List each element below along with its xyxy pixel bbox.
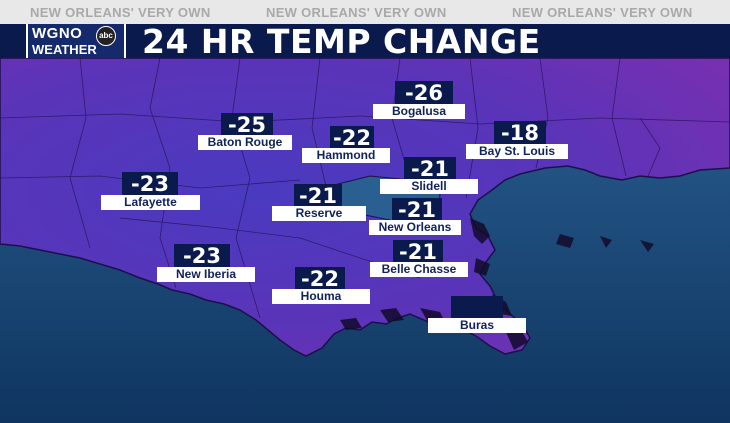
temp-change-value: -23 bbox=[122, 172, 178, 196]
city-label: Buras bbox=[428, 318, 526, 333]
banner-text-right: NEW ORLEANS' VERY OWN bbox=[512, 5, 693, 20]
logo-weather: WEATHER bbox=[32, 42, 97, 57]
city-label: Slidell bbox=[380, 179, 478, 194]
city-label: Hammond bbox=[302, 148, 390, 163]
temp-change-value: -21 bbox=[404, 157, 456, 181]
abc-logo-icon: abc bbox=[96, 26, 116, 46]
temp-change-value: -23 bbox=[174, 244, 230, 268]
city-label: Lafayette bbox=[101, 195, 200, 210]
temp-change-value: -26 bbox=[395, 81, 453, 105]
temp-change-value: -22 bbox=[295, 267, 345, 291]
city-label: Bogalusa bbox=[373, 104, 465, 119]
banner-text-center: NEW ORLEANS' VERY OWN bbox=[266, 5, 447, 20]
logo-callsign: WGNO bbox=[32, 25, 83, 42]
temp-change-value: -21 bbox=[393, 240, 443, 264]
city-label: Reserve bbox=[272, 206, 366, 221]
city-label: Belle Chasse bbox=[370, 262, 468, 277]
page-title: 24 HR TEMP CHANGE bbox=[142, 22, 541, 61]
temp-change-value: -25 bbox=[221, 113, 273, 137]
city-label: Houma bbox=[272, 289, 370, 304]
city-label: New Orleans bbox=[369, 220, 461, 235]
city-label: Bay St. Louis bbox=[466, 144, 568, 159]
top-banner: NEW ORLEANS' VERY OWN NEW ORLEANS' VERY … bbox=[0, 0, 730, 24]
temp-change-value: -18 bbox=[494, 121, 546, 145]
city-label: Baton Rouge bbox=[198, 135, 292, 150]
temp-change-value bbox=[451, 296, 503, 320]
temp-change-value: -21 bbox=[294, 184, 342, 208]
city-label: New Iberia bbox=[157, 267, 255, 282]
map-background bbox=[0, 58, 730, 423]
banner-text-left: NEW ORLEANS' VERY OWN bbox=[30, 5, 211, 20]
temp-change-value: -22 bbox=[330, 126, 374, 150]
station-logo: WGNO WEATHER abc bbox=[26, 24, 126, 58]
temp-change-value: -21 bbox=[392, 198, 442, 222]
